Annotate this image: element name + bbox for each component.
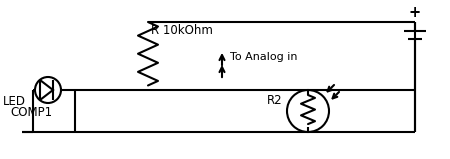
Text: LED: LED <box>3 95 26 108</box>
Text: R 10kOhm: R 10kOhm <box>151 24 213 37</box>
Text: R2: R2 <box>267 94 283 107</box>
Text: +: + <box>409 5 421 20</box>
Text: COMP1: COMP1 <box>10 106 52 119</box>
Text: To Analog in: To Analog in <box>230 52 297 62</box>
